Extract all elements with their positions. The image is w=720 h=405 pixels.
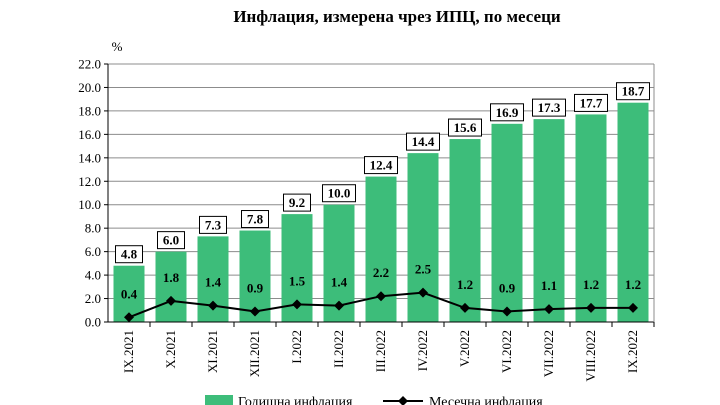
x-tick-label: IX.2022 (625, 330, 640, 373)
bar-label-box (490, 103, 524, 122)
y-tick-label: 20.0 (78, 80, 101, 95)
line-data-label: 1.8 (163, 270, 180, 285)
bar (155, 251, 187, 322)
bar-data-label: 10.0 (328, 186, 351, 201)
legend-label-bar: Годишна инфлация (238, 395, 353, 405)
bar-data-label: 4.8 (121, 247, 138, 262)
bar-data-label: 16.9 (496, 105, 519, 120)
line-data-label: 1.4 (205, 275, 222, 290)
line-point-marker (208, 300, 218, 311)
bar-data-labels: 4.8 6.0 7.3 7.8 9.2 10.0 12.4 14.4 15.6 16.9 17.3 1… (115, 82, 650, 264)
bar (617, 102, 649, 322)
line-data-label: 1.1 (541, 278, 557, 293)
x-tick-label: VI.2022 (499, 330, 514, 373)
line-data-label: 2.5 (415, 262, 432, 277)
bar-label-box (157, 231, 185, 250)
line-data-label: 1.2 (583, 277, 599, 292)
y-tick-label: 12.0 (78, 174, 101, 189)
x-tick-label: IX.2021 (121, 330, 136, 373)
x-tick-label: IV.2022 (415, 330, 430, 371)
bar (533, 119, 565, 322)
x-tick-label: X.2021 (163, 330, 178, 369)
line-data-label: 0.9 (247, 280, 264, 295)
y-tick-label: 18.0 (78, 103, 101, 118)
x-tick-label: VIII.2022 (583, 330, 598, 382)
line-point-marker (460, 302, 470, 313)
line-point-marker (124, 312, 134, 323)
bar-data-label: 7.8 (247, 212, 264, 227)
line-point-marker (544, 304, 554, 315)
line-data-label: 1.2 (457, 277, 473, 292)
bar-label-box (574, 93, 608, 112)
bar-data-label: 6.0 (163, 233, 179, 248)
y-tick-label: 2.0 (85, 291, 101, 306)
bar (491, 123, 523, 323)
legend-swatch-marker (398, 396, 408, 405)
x-axis-ticks: IX.2021 X.2021 XI.2021 XII.2021 I.2022 II.202… (121, 322, 655, 382)
bar-label-box (616, 82, 650, 101)
bar-label-box (448, 118, 482, 137)
bar-label-box (322, 184, 356, 203)
legend: Годишна инфлация Месечна инфлация (205, 395, 543, 405)
x-tick-label: III.2022 (373, 330, 388, 372)
y-axis-unit-label: % (112, 39, 123, 54)
bar-data-label: 14.4 (412, 134, 435, 149)
line-data-label: 1.2 (625, 277, 641, 292)
y-tick-label: 10.0 (78, 197, 101, 212)
line-data-label: 0.4 (121, 286, 138, 301)
x-tick-label: XI.2021 (205, 330, 220, 373)
line-data-label: 1.4 (331, 275, 348, 290)
bar-label-box (115, 245, 143, 264)
bar (575, 114, 607, 322)
bar-data-label: 17.3 (538, 100, 561, 115)
bar (449, 139, 481, 322)
y-axis-ticks: 0.0 2.0 4.0 6.0 8.0 10.0 12.0 14.0 16.0 18.0 20.0 2… (78, 57, 108, 330)
y-tick-label: 22.0 (78, 57, 101, 72)
x-tick-label: V.2022 (457, 330, 472, 367)
bar-label-box (532, 98, 566, 117)
x-tick-label: II.2022 (331, 330, 346, 368)
x-tick-label: XII.2021 (247, 330, 262, 377)
line-point-marker (292, 299, 302, 310)
line-point-marker (250, 306, 260, 317)
y-tick-label: 16.0 (78, 127, 101, 142)
bar-series (113, 102, 649, 323)
line-data-label: 0.9 (499, 280, 516, 295)
chart-title: Инфлация, измерена чрез ИПЦ, по месеци (233, 7, 561, 26)
bar-data-label: 17.7 (580, 95, 603, 110)
y-tick-label: 4.0 (85, 268, 101, 283)
bar-label-box (406, 132, 440, 151)
bar-data-label: 9.2 (289, 195, 305, 210)
x-tick-label: VII.2022 (541, 330, 556, 377)
bar-data-label: 18.7 (622, 84, 645, 99)
line-data-labels: 0.4 1.8 1.4 0.9 1.5 1.4 2.2 2.5 1.2 0.9 1.1 1.2 1.2 (121, 262, 641, 302)
bar-label-box (364, 156, 398, 175)
line-point-marker (376, 291, 386, 302)
x-tick-label: I.2022 (289, 330, 304, 364)
line-point-marker (502, 306, 512, 317)
bar-data-label: 15.6 (454, 120, 477, 135)
bar-label-box (241, 210, 269, 229)
line-point-marker (334, 300, 344, 311)
bar-label-box (199, 215, 227, 234)
y-tick-label: 8.0 (85, 221, 101, 236)
y-tick-label: 14.0 (78, 150, 101, 165)
line-point-marker (166, 295, 176, 306)
legend-label-line: Месечна инфлация (429, 395, 543, 405)
bar-data-label: 12.4 (370, 158, 393, 173)
line-point-marker (586, 302, 596, 313)
line-point-marker (628, 302, 638, 313)
bar-label-box (283, 193, 311, 212)
bar-data-label: 7.3 (205, 217, 222, 232)
line-data-label: 1.5 (289, 273, 306, 288)
line-point-marker (418, 287, 428, 298)
y-tick-label: 6.0 (85, 244, 101, 259)
line-data-label: 2.2 (373, 265, 389, 280)
axes (107, 64, 655, 323)
line-series (124, 287, 638, 323)
y-tick-label: 0.0 (85, 315, 101, 330)
legend-swatch-bar (205, 395, 233, 405)
